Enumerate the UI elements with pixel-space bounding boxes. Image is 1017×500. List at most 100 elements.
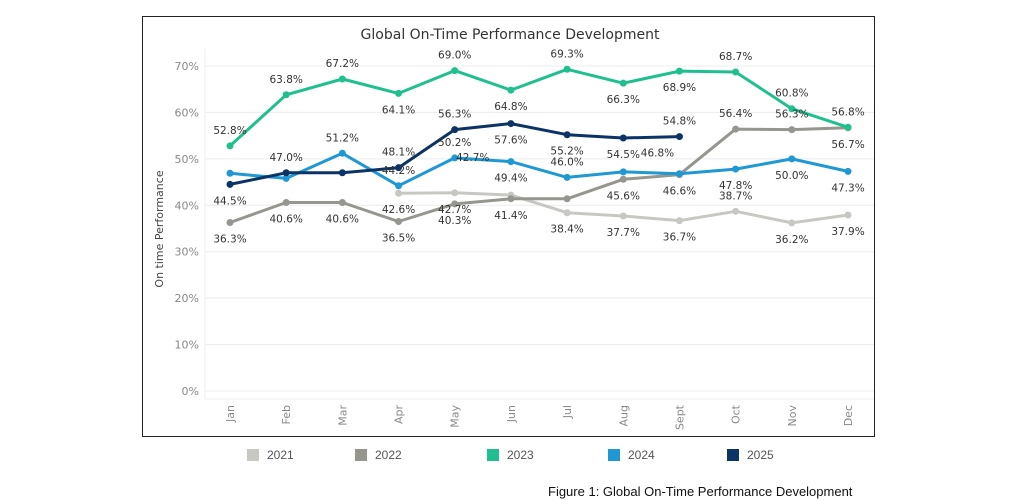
data-label: 36.7% — [663, 232, 696, 244]
data-label: 63.8% — [270, 74, 303, 86]
data-point-2023-Dec — [844, 123, 852, 131]
series-2023 — [226, 65, 852, 150]
data-label: 69.0% — [438, 50, 471, 62]
data-point-2021-Nov — [788, 219, 796, 227]
y-tick-label: 0% — [182, 385, 199, 398]
data-point-2024-Dec — [844, 167, 852, 175]
data-point-2022-Jun — [507, 195, 515, 203]
data-point-2022-Jul — [563, 195, 571, 203]
data-label: 64.8% — [494, 101, 527, 113]
series-2021 — [395, 189, 852, 227]
data-point-2025-Jan — [226, 180, 234, 188]
data-point-2025-May — [451, 126, 459, 134]
data-label: 37.9% — [831, 226, 864, 238]
y-tick-label: 60% — [175, 106, 199, 119]
data-label: 60.8% — [775, 88, 808, 100]
data-point-2025-Aug — [619, 134, 627, 142]
data-label: 56.4% — [719, 108, 752, 120]
data-point-2023-Jun — [507, 86, 515, 94]
x-tick-label: Dec — [842, 405, 855, 426]
y-tick-label: 40% — [175, 199, 199, 212]
y-axis-label: On time Performance — [153, 170, 166, 287]
data-point-2023-Feb — [282, 91, 290, 99]
data-point-2022-Mar — [338, 199, 346, 206]
data-label-extra: 46.8% — [641, 148, 674, 160]
data-label: 66.3% — [607, 94, 640, 106]
line-chart: Global On-Time Performance Development O… — [153, 27, 874, 430]
y-tick-label: 30% — [175, 246, 199, 259]
legend-item-2022[interactable]: 2022 — [355, 448, 402, 462]
data-label: 44.5% — [213, 195, 246, 207]
legend-item-2024[interactable]: 2024 — [608, 448, 655, 462]
data-point-2021-Dec — [844, 211, 852, 219]
data-label-extra: 42.7% — [456, 152, 489, 164]
y-tick-label: 20% — [175, 292, 199, 305]
data-point-2024-May — [451, 154, 459, 162]
data-point-2024-Sept — [675, 170, 683, 178]
data-point-2024-Jan — [226, 169, 234, 177]
data-point-2022-May — [451, 200, 459, 208]
data-point-2021-Oct — [732, 207, 740, 215]
y-tick-label: 50% — [175, 153, 199, 166]
data-label: 37.7% — [607, 227, 640, 239]
data-point-2022-Aug — [619, 175, 627, 183]
x-tick-label: Sept — [673, 404, 686, 430]
legend-label: 2022 — [375, 448, 402, 462]
data-point-2024-Nov — [788, 155, 796, 163]
data-point-2025-Jul — [563, 131, 571, 139]
legend-swatch — [355, 449, 367, 461]
legend-item-2025[interactable]: 2025 — [727, 448, 774, 462]
x-tick-label: Jul — [561, 405, 574, 419]
data-label: 55.2% — [550, 146, 583, 158]
data-label: 57.6% — [494, 135, 527, 147]
x-tick-label: Jan — [224, 405, 237, 423]
series-2022 — [226, 124, 852, 226]
legend-swatch — [247, 449, 259, 461]
data-point-2024-Oct — [732, 165, 740, 173]
data-point-2025-Jun — [507, 120, 515, 128]
data-point-2025-Feb — [282, 169, 290, 177]
chart-frame: Global On-Time Performance Development O… — [142, 16, 875, 437]
data-label: 38.7% — [719, 190, 752, 202]
data-point-2023-Nov — [788, 105, 796, 113]
x-tick-label: Apr — [393, 405, 406, 425]
series-line-2022 — [229, 126, 849, 224]
data-label: 36.2% — [775, 234, 808, 246]
legend-label: 2023 — [507, 448, 534, 462]
data-point-2023-Aug — [619, 79, 627, 87]
x-tick-label: Mar — [336, 405, 349, 426]
legend-item-2021[interactable]: 2021 — [247, 448, 294, 462]
data-point-2025-Sept — [675, 133, 683, 141]
data-label: 56.3% — [775, 109, 808, 121]
data-point-2022-Apr — [395, 218, 403, 226]
data-label: 68.9% — [663, 82, 696, 94]
legend-label: 2024 — [628, 448, 655, 462]
data-point-2023-Oct — [732, 68, 740, 76]
data-point-2025-Apr — [395, 164, 403, 172]
data-point-2023-Mar — [338, 75, 346, 83]
data-label: 41.4% — [494, 210, 527, 222]
series-2024 — [226, 149, 852, 190]
data-point-2021-May — [451, 189, 459, 197]
series-line-2023 — [228, 67, 849, 148]
data-label: 36.5% — [382, 233, 415, 245]
data-label: 44.2% — [382, 165, 415, 177]
data-label: 67.2% — [326, 58, 359, 70]
x-tick-label: May — [449, 405, 462, 428]
data-label: 51.2% — [326, 132, 359, 144]
legend-item-2023[interactable]: 2023 — [487, 448, 534, 462]
legend-label: 2021 — [267, 448, 294, 462]
data-label: 42.7% — [438, 204, 471, 216]
data-point-2021-Apr — [395, 189, 403, 197]
data-point-2025-Mar — [338, 169, 346, 177]
data-label: 64.1% — [382, 104, 415, 116]
data-point-2024-Feb — [282, 174, 290, 182]
data-label: 45.6% — [607, 190, 640, 202]
data-label: 56.7% — [831, 139, 864, 151]
series-2025 — [226, 120, 683, 188]
data-label: 47.8% — [719, 180, 752, 192]
data-point-2023-Jan — [226, 142, 234, 150]
data-label: 36.3% — [213, 233, 246, 245]
data-label: 50.0% — [775, 170, 808, 182]
gridlines — [204, 49, 874, 400]
